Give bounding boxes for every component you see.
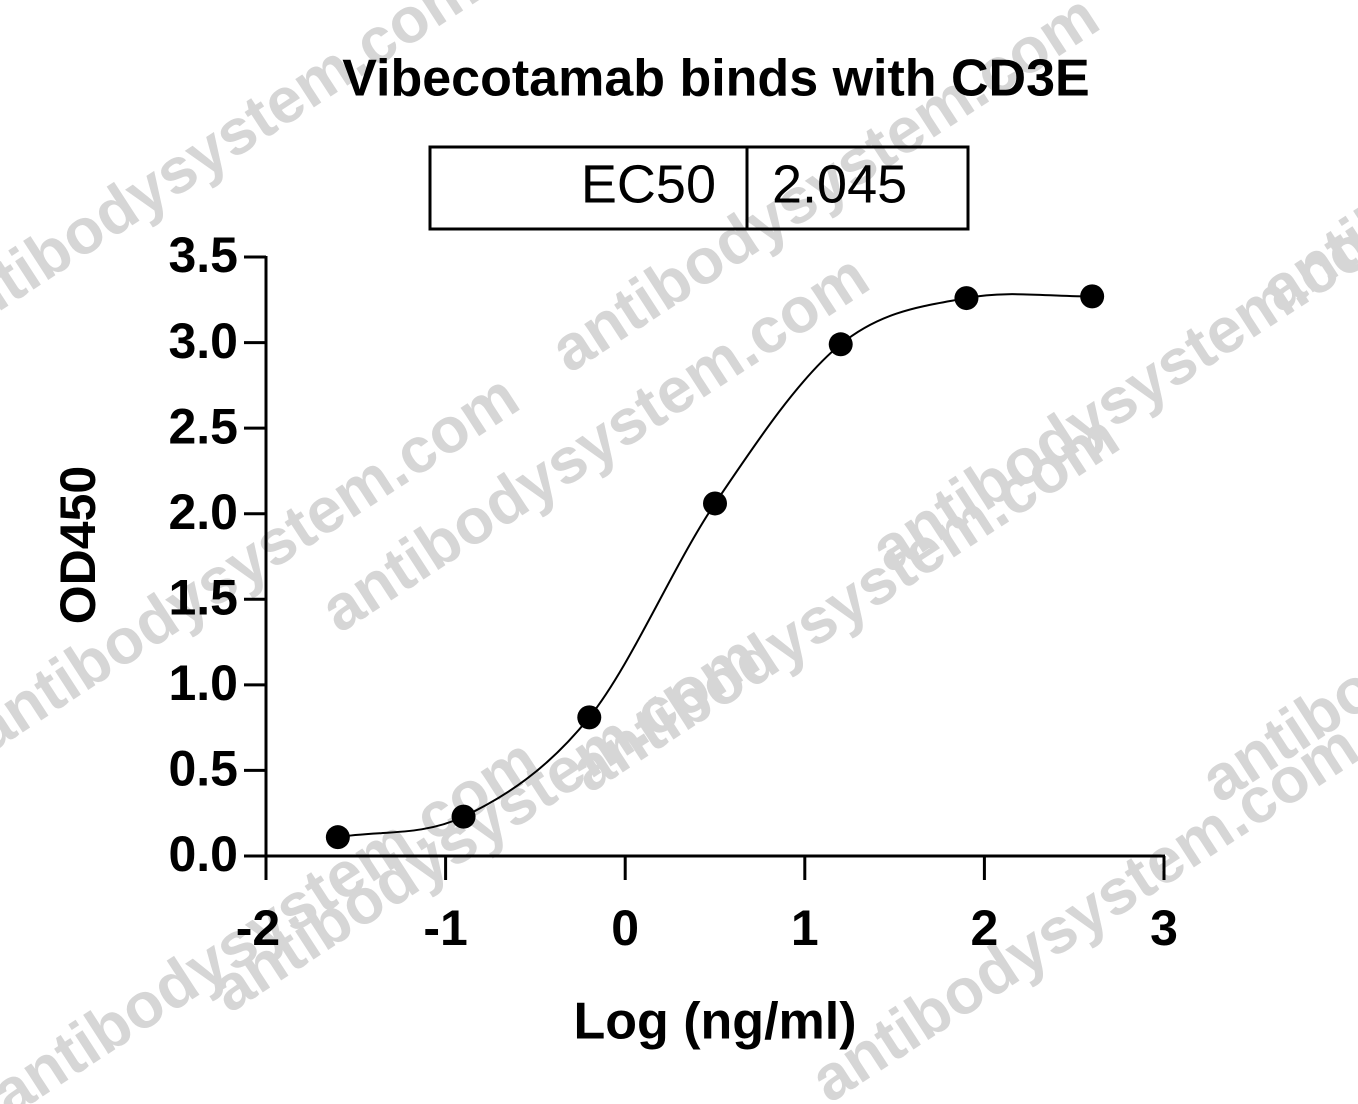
chart-title: Vibecotamab binds with CD3E xyxy=(342,50,1089,108)
data-point xyxy=(451,804,476,829)
data-point xyxy=(577,705,602,730)
data-point xyxy=(954,286,979,311)
y-tick-label: 1.0 xyxy=(168,655,238,711)
ec50-box xyxy=(428,145,970,231)
y-tick-label: 3.5 xyxy=(168,227,238,283)
y-tick-label: 1.5 xyxy=(168,569,238,625)
data-point xyxy=(828,332,853,357)
x-tick-label: 3 xyxy=(1150,900,1178,956)
watermark-text: antibodysystem.com xyxy=(798,709,1358,1104)
x-tick-label: 0 xyxy=(611,900,639,956)
x-tick-label: 2 xyxy=(970,900,998,956)
data-point xyxy=(325,825,350,850)
y-axis-label: OD450 xyxy=(50,466,106,624)
y-tick-label: 3.0 xyxy=(168,313,238,369)
data-point xyxy=(1080,284,1105,309)
ec50-value: 2.045 xyxy=(772,154,907,214)
x-tick-label: -2 xyxy=(236,900,280,956)
data-point xyxy=(703,491,727,516)
x-tick-label: -1 xyxy=(423,900,467,956)
y-tick-label: 2.0 xyxy=(168,484,238,540)
y-tick-label: 0.5 xyxy=(168,741,238,797)
x-axis-label: Log (ng/ml) xyxy=(573,993,856,1051)
y-tick-label: 2.5 xyxy=(168,398,238,454)
y-tick-label: 0.0 xyxy=(168,826,238,882)
x-tick-label: 1 xyxy=(791,900,819,956)
ec50-label: EC50 xyxy=(581,154,716,214)
